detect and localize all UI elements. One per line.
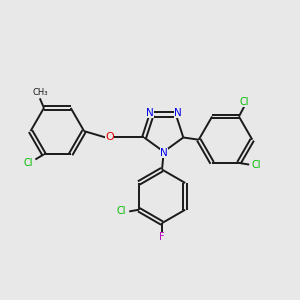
Text: Cl: Cl [24, 158, 33, 168]
Text: F: F [159, 232, 165, 242]
Text: N: N [160, 148, 168, 158]
Text: Cl: Cl [117, 206, 126, 216]
Text: Cl: Cl [239, 97, 249, 107]
Text: CH₃: CH₃ [33, 88, 48, 97]
Text: O: O [105, 133, 114, 142]
Text: N: N [146, 108, 154, 118]
Text: Cl: Cl [252, 160, 262, 170]
Text: N: N [174, 108, 182, 118]
